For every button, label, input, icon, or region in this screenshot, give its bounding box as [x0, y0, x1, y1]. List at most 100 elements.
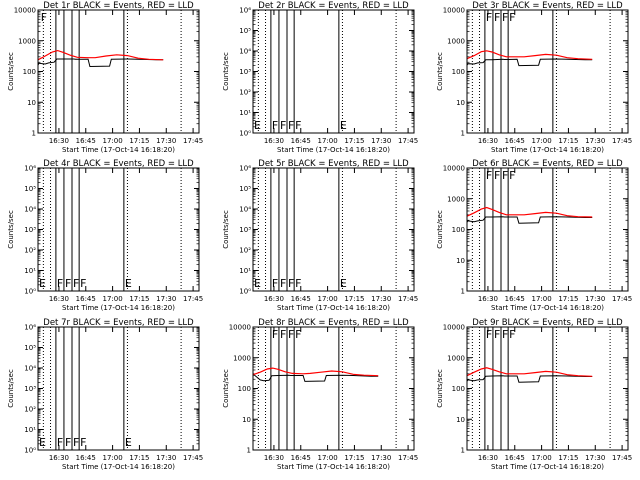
y-axis-label: Counts/sec: [7, 210, 15, 249]
lld-series-line: [466, 50, 593, 60]
flag-label: F: [57, 277, 63, 290]
x-tick-label: 17:30: [156, 454, 176, 462]
x-tick-label: 17:00: [103, 454, 123, 462]
x-tick-label: 17:45: [612, 454, 632, 462]
flag-label: F: [295, 277, 301, 290]
flag-label: F: [502, 169, 508, 182]
events-series-line: [37, 58, 164, 68]
y-tick-label: 10²: [24, 406, 36, 414]
x-tick-label: 17:15: [129, 295, 149, 303]
x-tick-label: 16:30: [264, 454, 284, 462]
x-tick-label: 17:30: [156, 137, 176, 145]
y-tick-label: 1000: [447, 195, 465, 203]
x-axis-label: Start Time (17-Oct-14 16:18:20): [62, 463, 175, 471]
events-series-line: [466, 375, 593, 383]
flag-label: E: [254, 277, 261, 290]
events-series-line: [466, 58, 593, 67]
y-axis-label: Counts/sec: [436, 52, 444, 91]
panel-det-3: Det 3r BLACK = Events, RED = LLD 1 10 100 10…: [436, 1, 632, 154]
y-tick-label: 1000: [233, 354, 251, 362]
flag-label: E: [125, 277, 132, 290]
panel-title: Det 8r BLACK = Events, RED = LLD: [258, 318, 409, 328]
x-tick-label: 17:00: [318, 137, 338, 145]
x-tick-label: 17:00: [318, 454, 338, 462]
x-tick-label: 17:30: [585, 295, 605, 303]
x-tick-label: 17:45: [612, 137, 632, 145]
plot-frame: [466, 326, 629, 451]
flag-label: F: [280, 328, 286, 341]
x-axis-label: Start Time (17-Oct-14 16:18:20): [277, 146, 390, 154]
y-tick-label: 10⁴: [24, 206, 36, 214]
flag-label: E: [125, 436, 132, 449]
y-tick-label: 10: [27, 99, 36, 107]
x-axis-label: Start Time (17-Oct-14 16:18:20): [491, 146, 604, 154]
y-tick-label: 1000: [447, 354, 465, 362]
plot-frame: [252, 9, 415, 134]
x-tick-label: 17:00: [103, 137, 123, 145]
y-tick-label: 10⁴: [239, 48, 251, 56]
y-tick-label: 10⁵: [239, 27, 251, 35]
lld-series-line: [466, 206, 593, 218]
panel-det-1: Det 1r BLACK = Events, RED = LLD 1 10 100 10…: [7, 1, 203, 154]
panel-title: Det 4r BLACK = Events, RED = LLD: [43, 159, 194, 169]
flag-label: F: [80, 277, 86, 290]
panel-det-6: Det 6r BLACK = Events, RED = LLD 1 10 100 10…: [436, 159, 632, 312]
y-tick-label: 10000: [443, 324, 465, 332]
y-tick-label: 10⁵: [24, 185, 36, 193]
x-tick-label: 16:30: [49, 137, 69, 145]
x-tick-label: 17:30: [371, 295, 391, 303]
x-tick-label: 16:30: [49, 295, 69, 303]
flag-label: F: [288, 328, 294, 341]
x-tick-label: 16:45: [76, 295, 96, 303]
x-tick-label: 16:30: [49, 454, 69, 462]
x-tick-label: 17:30: [585, 454, 605, 462]
x-axis-label: Start Time (17-Oct-14 16:18:20): [277, 304, 390, 312]
x-tick-label: 17:45: [183, 137, 203, 145]
x-tick-label: 17:45: [183, 454, 203, 462]
x-tick-label: 17:15: [558, 454, 578, 462]
y-axis-label: Counts/sec: [7, 369, 15, 408]
y-tick-label: 10⁶: [239, 165, 251, 173]
flag-label: F: [502, 328, 508, 341]
x-tick-label: 17:30: [371, 137, 391, 145]
flag-label: F: [272, 119, 278, 132]
x-axis-label: Start Time (17-Oct-14 16:18:20): [491, 463, 604, 471]
x-tick-label: 16:45: [505, 454, 525, 462]
y-tick-label: 10: [242, 416, 251, 424]
flag-label: F: [280, 119, 286, 132]
y-tick-label: 10²: [239, 247, 251, 255]
y-tick-label: 10¹: [239, 267, 251, 275]
x-tick-label: 17:45: [398, 295, 418, 303]
flag-label: F: [80, 436, 86, 449]
panel-title: Det 3r BLACK = Events, RED = LLD: [472, 1, 623, 11]
y-tick-label: 1: [461, 447, 465, 455]
x-tick-label: 17:00: [103, 295, 123, 303]
panel-title: Det 1r BLACK = Events, RED = LLD: [43, 1, 194, 11]
y-tick-label: 10000: [443, 7, 465, 15]
x-tick-label: 16:30: [264, 295, 284, 303]
x-tick-label: 16:45: [291, 454, 311, 462]
plot-frame: [37, 326, 200, 451]
y-tick-label: 100: [452, 68, 465, 76]
x-tick-label: 16:45: [76, 454, 96, 462]
y-tick-label: 10²: [239, 89, 251, 97]
panel-det-2: Det 2r BLACK = Events, RED = LLD 10⁰ 10¹ 10…: [222, 1, 418, 154]
x-tick-label: 17:45: [183, 295, 203, 303]
events-series-line: [466, 216, 593, 224]
flag-label: F: [509, 169, 515, 182]
flag-label: F: [288, 277, 294, 290]
x-axis-label: Start Time (17-Oct-14 16:18:20): [62, 304, 175, 312]
plot-frame: [466, 9, 629, 134]
y-tick-label: 10: [456, 257, 465, 265]
lld-series-line: [466, 367, 593, 377]
y-tick-label: 10⁵: [24, 344, 36, 352]
y-tick-label: 10: [456, 416, 465, 424]
flag-label: F: [509, 328, 515, 341]
y-tick-label: 1: [461, 130, 465, 138]
flag-label: F: [486, 169, 492, 182]
flag-label: F: [73, 436, 79, 449]
y-tick-label: 10³: [239, 68, 251, 76]
lld-series-line: [252, 367, 379, 377]
y-tick-label: 10¹: [24, 426, 36, 434]
